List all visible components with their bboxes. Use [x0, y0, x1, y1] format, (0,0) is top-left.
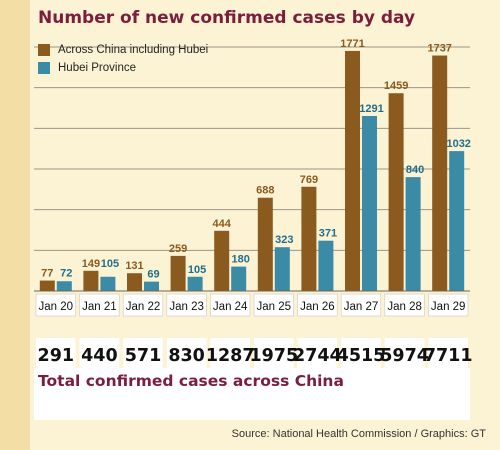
x-tick-label: Jan 27 [344, 301, 379, 313]
data-label-china: 444 [213, 218, 232, 230]
total-box [79, 338, 120, 368]
category-box [297, 293, 338, 317]
total-box [341, 338, 381, 368]
total-box [123, 338, 163, 368]
category-box [428, 293, 469, 317]
bar-china [345, 50, 360, 292]
total-value: 291 [38, 346, 75, 366]
legend-label-hubei: Hubei Province [58, 62, 136, 74]
x-tick-label: Jan 29 [431, 301, 466, 313]
totals-caption: Total confirmed cases across China [38, 372, 344, 390]
total-box [254, 338, 294, 368]
x-tick-label: Jan 24 [213, 301, 248, 313]
x-tick-label: Jan 20 [39, 301, 74, 313]
data-label-hubei: 69 [147, 269, 159, 281]
data-label-china: 1771 [340, 38, 364, 50]
x-tick-label: Jan 22 [126, 301, 161, 313]
total-box [166, 338, 207, 368]
data-label-china: 688 [256, 185, 274, 197]
total-box [36, 338, 76, 368]
data-label-china: 259 [169, 243, 187, 255]
legend-swatch-china [38, 44, 50, 56]
legend-label-china: Across China including Hubei [58, 44, 209, 56]
total-box [384, 338, 425, 368]
category-box [253, 293, 294, 317]
chart-title: Number of new confirmed cases by day [38, 8, 416, 28]
bar-hubei [100, 276, 116, 291]
total-value: 2744 [293, 346, 342, 366]
bar-china [170, 255, 186, 291]
bar-hubei [318, 240, 334, 291]
x-tick-label: Jan 28 [387, 301, 422, 313]
total-box [210, 338, 250, 368]
data-label-china: 131 [125, 260, 143, 272]
bar-hubei [405, 177, 421, 291]
data-label-hubei: 840 [406, 164, 424, 176]
data-label-hubei: 1032 [446, 138, 470, 150]
bar-china [301, 186, 317, 291]
bar-china [39, 280, 55, 291]
bar-china [257, 197, 273, 291]
total-value: 1975 [249, 346, 298, 366]
bar-hubei [187, 276, 203, 291]
x-tick-label: Jan 26 [300, 301, 335, 313]
total-value: 830 [168, 346, 205, 366]
category-box [384, 293, 425, 317]
total-value: 4515 [337, 346, 386, 366]
category-box [35, 293, 76, 317]
total-value: 7711 [424, 346, 473, 366]
data-label-china: 149 [82, 258, 100, 270]
source-credit: Source: National Health Commission / Gra… [231, 428, 486, 440]
bar-hubei [362, 115, 377, 292]
bar-china [388, 93, 404, 291]
bar-china [432, 55, 448, 291]
bar-china [83, 270, 99, 291]
data-label-hubei: 105 [101, 258, 119, 270]
bar-hubei [56, 281, 72, 291]
data-label-hubei: 323 [275, 234, 293, 246]
total-value: 571 [125, 346, 162, 366]
category-box [210, 293, 251, 317]
bar-hubei [274, 247, 290, 291]
frame-band [0, 0, 30, 450]
legend-item-china: Across China including Hubei [38, 42, 208, 58]
total-value: 1287 [206, 346, 255, 366]
data-label-china: 1737 [427, 43, 451, 55]
data-label-china: 1459 [384, 80, 408, 92]
data-label-hubei: 1291 [359, 103, 383, 115]
data-label-china: 769 [300, 174, 318, 186]
x-tick-label: Jan 25 [257, 301, 292, 313]
legend-item-hubei: Hubei Province [38, 60, 208, 76]
category-box [122, 293, 164, 317]
data-label-hubei: 180 [232, 254, 250, 266]
bar-china [214, 230, 230, 291]
bar-hubei [449, 151, 465, 291]
total-value: 440 [81, 346, 118, 366]
category-box [166, 293, 207, 317]
category-box [79, 293, 120, 317]
totals-band [34, 368, 470, 420]
bar-hubei [231, 266, 247, 291]
category-box [340, 293, 382, 317]
x-tick-label: Jan 23 [169, 301, 204, 313]
legend: Across China including Hubei Hubei Provi… [38, 42, 208, 78]
legend-swatch-hubei [38, 62, 50, 74]
data-label-hubei: 105 [188, 264, 206, 276]
total-value: 5974 [380, 346, 429, 366]
total-box [297, 338, 338, 368]
data-label-hubei: 72 [60, 268, 72, 280]
x-tick-label: Jan 21 [82, 301, 117, 313]
total-box [428, 338, 468, 368]
bar-china [127, 273, 142, 291]
bar-hubei [144, 281, 159, 291]
data-label-china: 77 [41, 268, 53, 280]
data-label-hubei: 371 [319, 228, 337, 240]
